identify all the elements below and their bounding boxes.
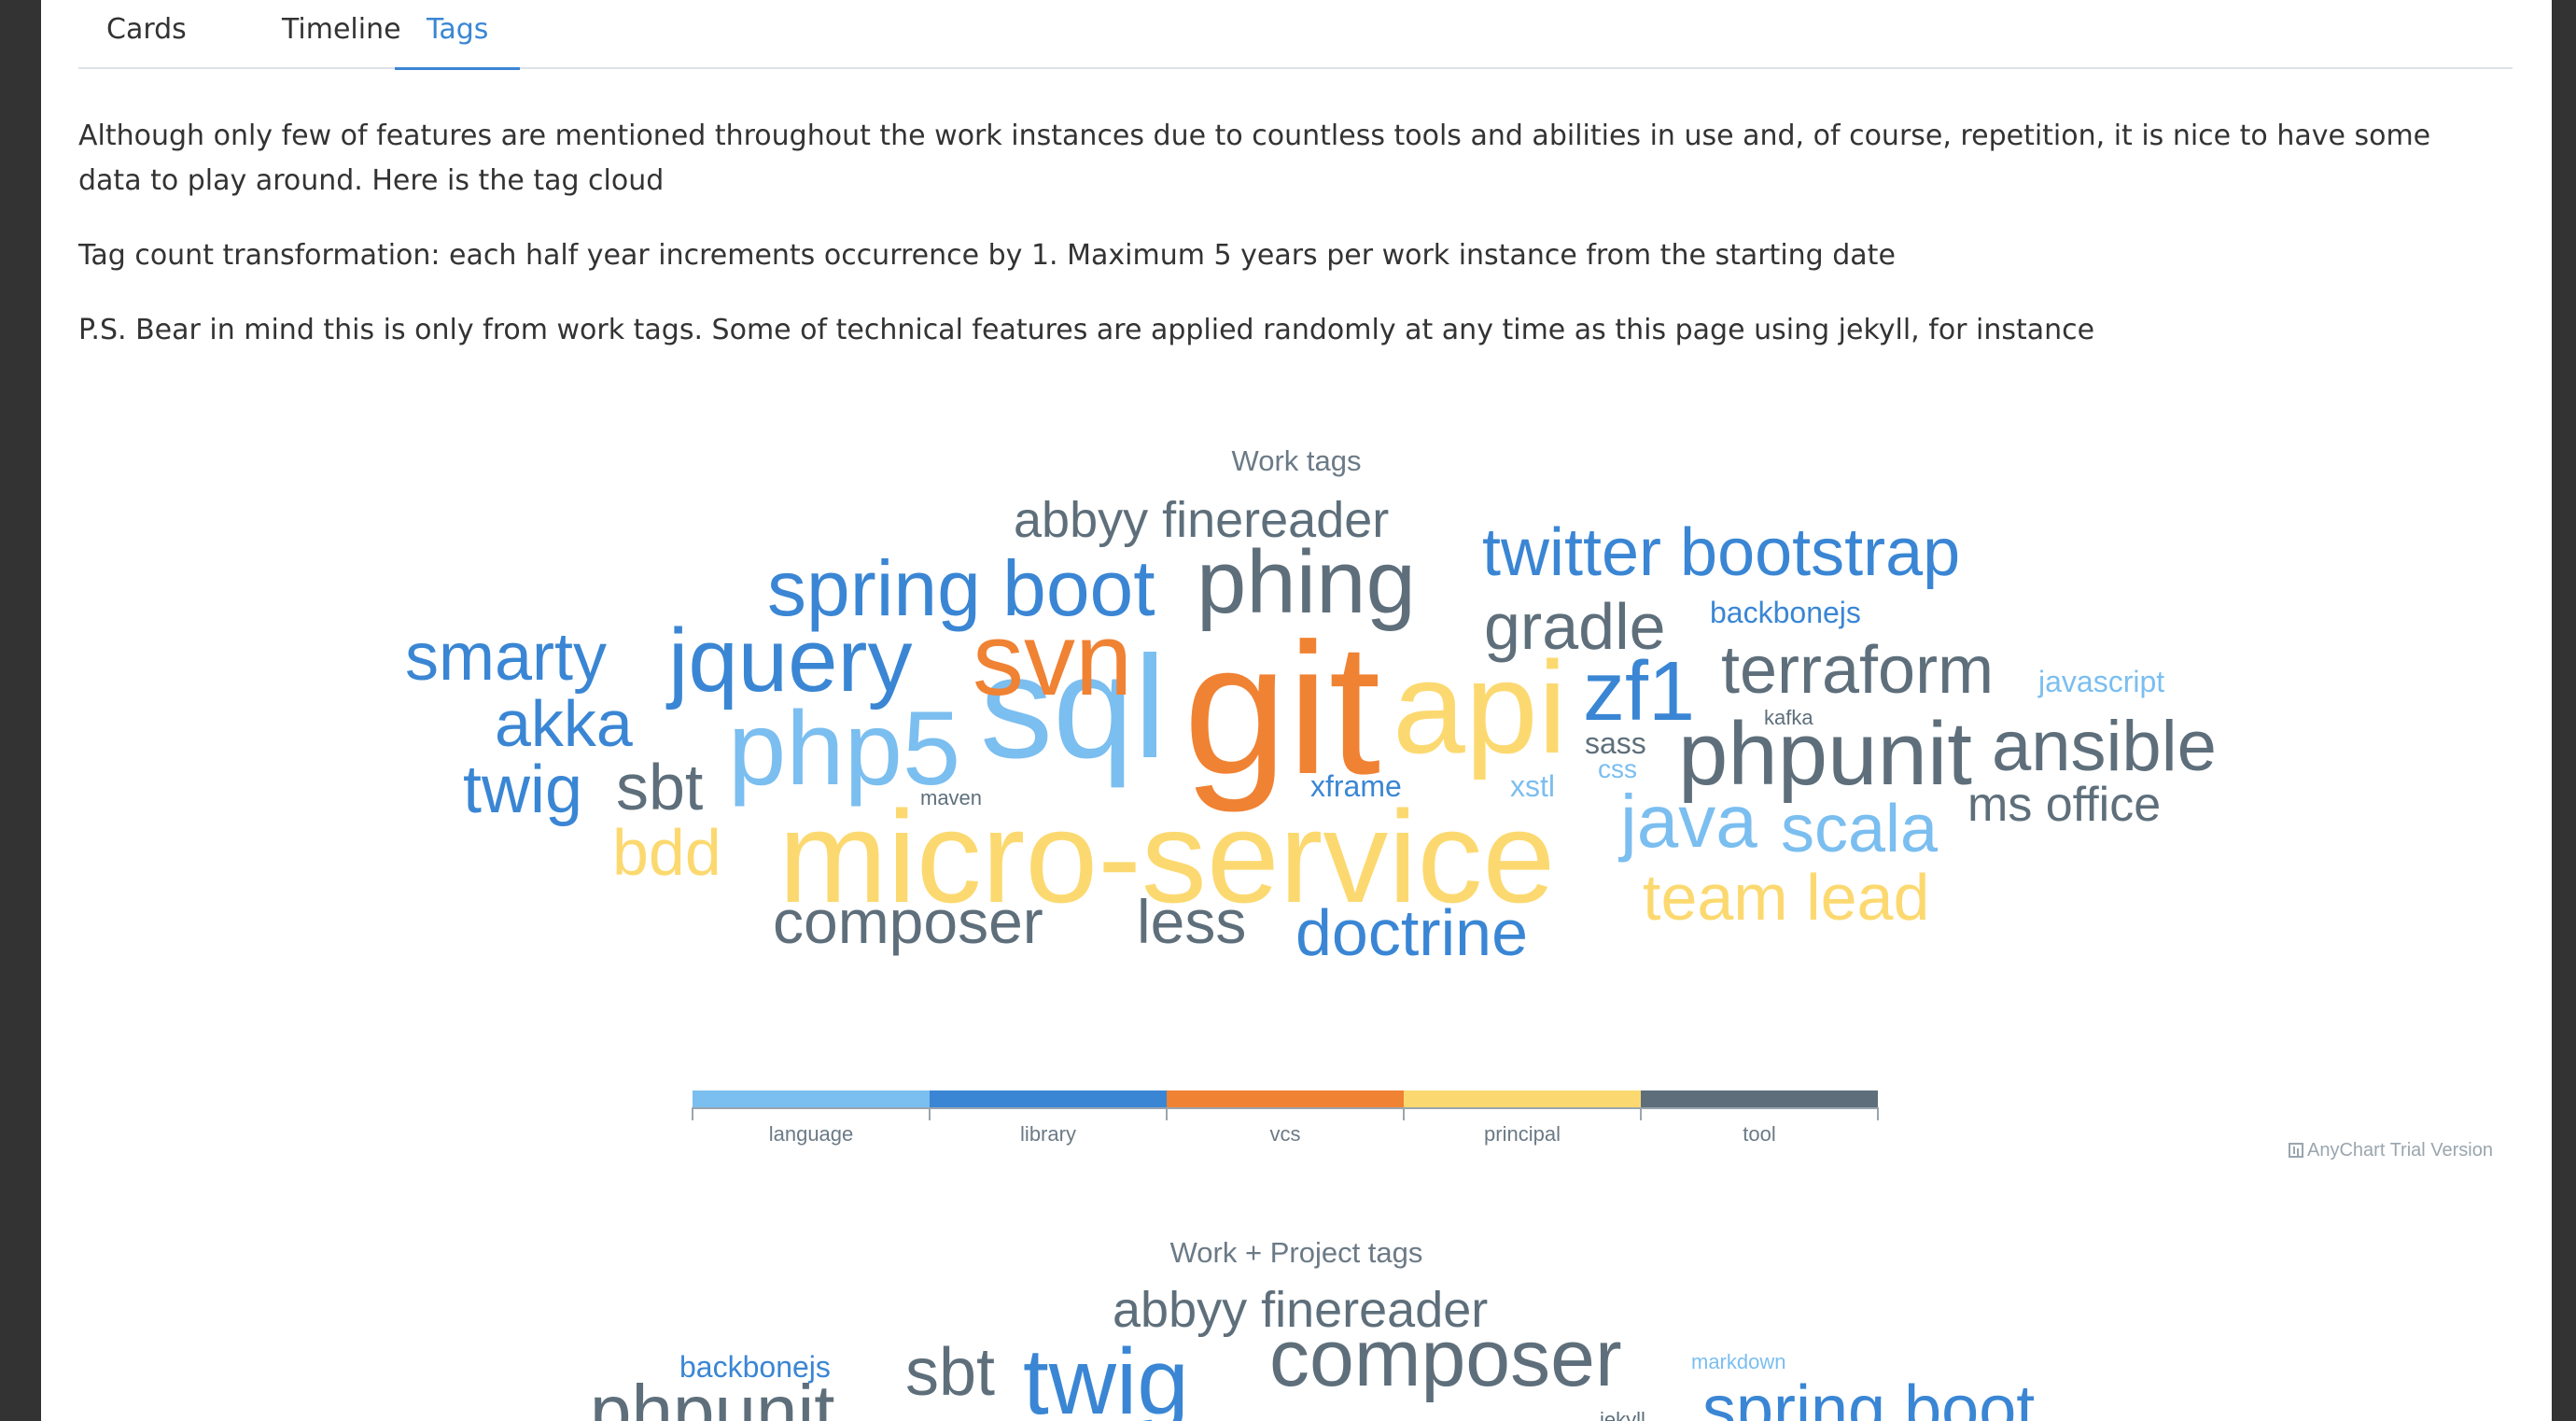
tag-twig[interactable]: twig xyxy=(463,753,583,827)
tag-composer[interactable]: composer xyxy=(1269,1314,1622,1403)
tab-bar: Cards Timeline Tags xyxy=(78,0,2513,70)
legend-swatch-principal[interactable] xyxy=(1404,1090,1641,1107)
tag-zf1[interactable]: zf1 xyxy=(1583,645,1696,739)
legend-tick xyxy=(692,1107,693,1120)
legend-axis xyxy=(693,1107,1878,1109)
tag-api[interactable]: api xyxy=(1393,634,1567,781)
tag-less[interactable]: less xyxy=(1137,887,1247,956)
tag-abbyy-finereader[interactable]: abbyy finereader xyxy=(1113,1282,1489,1338)
tag-sql[interactable]: sql xyxy=(980,626,1167,789)
tag-gradle[interactable]: gradle xyxy=(1484,590,1666,663)
legend-tick xyxy=(1877,1107,1879,1120)
tag-backbonejs[interactable]: backbonejs xyxy=(1710,596,1861,629)
transformation-note: Tag count transformation: each half year… xyxy=(78,239,1896,272)
tag-ms-office[interactable]: ms office xyxy=(1967,778,2162,832)
tag-spring-boot[interactable]: spring boot xyxy=(1702,1372,2036,1421)
tag-bdd[interactable]: bdd xyxy=(612,816,721,889)
tag-jquery[interactable]: jquery xyxy=(668,611,913,710)
tag-git[interactable]: git xyxy=(1183,605,1381,813)
tag-composer[interactable]: composer xyxy=(773,887,1043,956)
tag-sbt[interactable]: sbt xyxy=(905,1335,996,1410)
tag-smarty[interactable]: smarty xyxy=(405,620,607,695)
tag-php5[interactable]: php5 xyxy=(728,690,961,807)
tag-backbonejs[interactable]: backbonejs xyxy=(679,1350,831,1384)
tag-micro-service[interactable]: micro-service xyxy=(778,783,1556,930)
tag-sbt[interactable]: sbt xyxy=(616,751,704,823)
tag-twitter-bootstrap[interactable]: twitter bootstrap xyxy=(1482,515,1961,590)
tag-svn[interactable]: svn xyxy=(973,602,1133,717)
tag-kafka[interactable]: kafka xyxy=(1764,706,1813,729)
tag-scala[interactable]: scala xyxy=(1781,792,1939,866)
legend-tick xyxy=(929,1107,931,1120)
tag-javascript[interactable]: javascript xyxy=(2038,665,2165,698)
intro-paragraph: Although only few of features are mentio… xyxy=(78,120,2431,197)
legend-tick xyxy=(1640,1107,1642,1120)
tag-spring-boot[interactable]: spring boot xyxy=(767,544,1155,632)
tag-akka[interactable]: akka xyxy=(495,687,633,760)
chart-title-work-project-tags: Work + Project tags xyxy=(1169,1236,1423,1269)
tag-maven[interactable]: maven xyxy=(920,786,983,809)
work-tags-cloud: git micro-service sql api php5 phpunit svn jque… xyxy=(41,0,2552,1421)
tag-jekyll[interactable]: jekyll xyxy=(1600,1408,1645,1421)
legend-label-language: language xyxy=(768,1122,854,1146)
anychart-credits[interactable]: AnyChart Trial Version xyxy=(2289,1140,2493,1161)
tag-sass[interactable]: sass xyxy=(1585,726,1646,760)
tag-xstl[interactable]: xstl xyxy=(1510,769,1555,803)
tag-terraform[interactable]: terraform xyxy=(1721,633,1995,708)
legend-swatch-library[interactable] xyxy=(930,1090,1167,1107)
tag-xframe[interactable]: xframe xyxy=(1310,769,1402,803)
legend-swatch-language[interactable] xyxy=(693,1090,930,1107)
legend-label-principal: principal xyxy=(1484,1122,1561,1146)
legend-label-vcs: vcs xyxy=(1269,1122,1301,1146)
chart-icon xyxy=(2289,1143,2303,1158)
tag-css[interactable]: css xyxy=(1598,754,1637,783)
credits-label: AnyChart Trial Version xyxy=(2307,1140,2493,1161)
tag-doctrine[interactable]: doctrine xyxy=(1295,896,1529,969)
legend-label-tool: tool xyxy=(1743,1122,1776,1146)
legend-swatch-vcs[interactable] xyxy=(1167,1090,1404,1107)
legend-tick xyxy=(1166,1107,1168,1120)
tab-tags[interactable]: Tags xyxy=(395,0,521,70)
tab-timeline[interactable]: Timeline xyxy=(282,13,401,46)
tag-phpunit[interactable]: phpunit xyxy=(1678,704,1972,804)
tag-markdown[interactable]: markdown xyxy=(1691,1350,1786,1373)
legend-tick xyxy=(1403,1107,1405,1120)
legend-swatch-tool[interactable] xyxy=(1641,1090,1878,1107)
chart-title-work-tags: Work tags xyxy=(1231,444,1362,477)
tag-java[interactable]: java xyxy=(1620,780,1757,863)
legend-label-library: library xyxy=(1020,1122,1076,1146)
tag-ansible[interactable]: ansible xyxy=(1992,707,2217,786)
tag-team-lead[interactable]: team lead xyxy=(1643,861,1930,934)
work-project-tags-cloud: abbyy finereader composer twig sbt backbonej… xyxy=(41,0,2552,1421)
page: Cards Timeline Tags Although only few of… xyxy=(41,0,2552,1421)
ps-note: P.S. Bear in mind this is only from work… xyxy=(78,314,2095,346)
tag-twig[interactable]: twig xyxy=(1023,1330,1189,1421)
tag-phpunit[interactable]: phpunit xyxy=(590,1370,835,1421)
tag-phing[interactable]: phing xyxy=(1197,532,1416,632)
tag-abbyy-finereader[interactable]: abbyy finereader xyxy=(1014,492,1390,548)
tab-cards[interactable]: Cards xyxy=(106,13,187,46)
